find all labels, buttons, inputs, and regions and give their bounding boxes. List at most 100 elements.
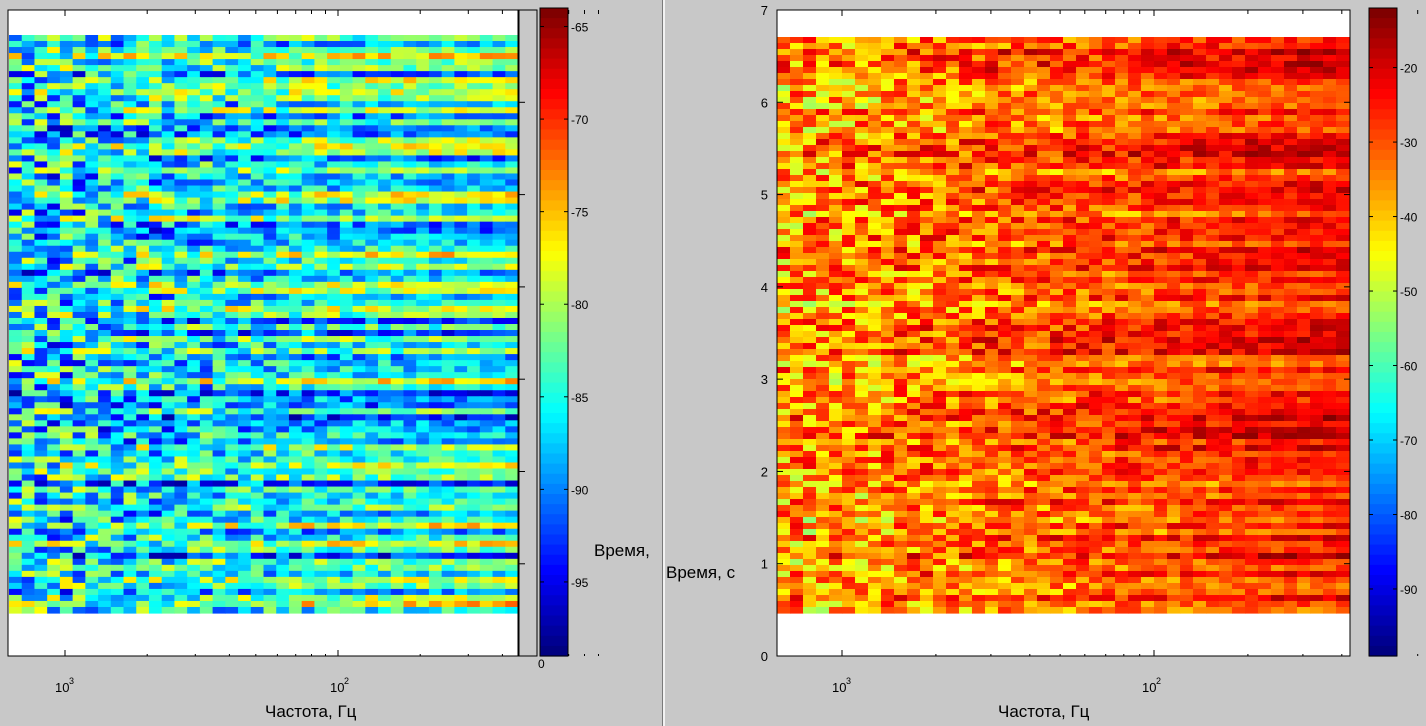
heatmap-cell [454, 378, 468, 385]
heatmap-cell [123, 426, 137, 433]
heatmap-cell [378, 444, 392, 452]
heatmap-cell [225, 414, 239, 421]
heatmap-cell [148, 281, 163, 289]
heatmap-cell [21, 450, 36, 458]
heatmap-cell [314, 594, 328, 602]
heatmap-cell [59, 71, 74, 78]
heatmap-cell [403, 113, 417, 120]
heatmap-cell [136, 396, 150, 403]
heatmap-cell [301, 185, 315, 193]
heatmap-cell [225, 89, 239, 96]
heatmap-cell [301, 390, 315, 397]
heatmap-cell [454, 372, 468, 379]
heatmap-cell [314, 570, 328, 578]
heatmap-cell [327, 149, 341, 157]
heatmap-cell [428, 606, 443, 614]
heatmap-cell [199, 203, 214, 211]
heatmap-cell [72, 564, 86, 572]
heatmap-cell [416, 492, 430, 500]
heatmap-cell [59, 119, 74, 126]
heatmap-cell [85, 456, 99, 464]
heatmap-cell [148, 251, 163, 259]
heatmap-cell [339, 480, 354, 488]
heatmap-cell [339, 209, 354, 217]
heatmap-cell [403, 41, 417, 48]
heatmap-cell [467, 263, 481, 271]
heatmap-cell [454, 330, 468, 337]
heatmap-cell [174, 426, 188, 433]
heatmap-cell [352, 426, 366, 433]
heatmap-cell [148, 354, 163, 361]
heatmap-cell [9, 275, 23, 283]
heatmap-cell [339, 191, 354, 199]
heatmap-cell [263, 336, 277, 343]
heatmap-cell [34, 125, 48, 132]
heatmap-cell [225, 161, 239, 169]
heatmap-cell [136, 480, 150, 488]
heatmap-cell [479, 390, 494, 397]
heatmap-cell [428, 179, 443, 187]
heatmap-cell [72, 107, 86, 114]
heatmap-cell [505, 360, 519, 367]
heatmap-cell [187, 215, 201, 223]
heatmap-cell [136, 245, 150, 253]
heatmap-cell [301, 293, 315, 301]
heatmap-cell [161, 149, 176, 157]
heatmap-cell [492, 492, 506, 500]
heatmap-cell [85, 396, 99, 403]
heatmap-cell [314, 65, 328, 72]
heatmap-cell [352, 77, 366, 84]
colorbar-segment [540, 129, 568, 141]
heatmap-cell [59, 197, 74, 205]
heatmap-cell [467, 197, 481, 205]
heatmap-cell [174, 239, 188, 247]
colorbar-segment [540, 48, 568, 60]
heatmap-cell [98, 396, 112, 403]
heatmap-cell [110, 552, 125, 560]
heatmap-cell [174, 101, 188, 108]
heatmap-cell [479, 95, 494, 102]
heatmap-cell [199, 360, 214, 367]
heatmap-cell [352, 480, 366, 488]
heatmap-cell [276, 384, 290, 391]
heatmap-cell [378, 119, 392, 126]
heatmap-cell [34, 179, 48, 187]
heatmap-cell [174, 41, 188, 48]
heatmap-cell [225, 281, 239, 289]
heatmap-cell [365, 113, 379, 120]
heatmap-cell [34, 492, 48, 500]
heatmap-cell [59, 167, 74, 175]
heatmap-cell [327, 119, 341, 126]
heatmap-cell [212, 149, 226, 157]
heatmap-cell [212, 251, 226, 259]
heatmap-cell [467, 510, 481, 518]
heatmap-cell [72, 239, 86, 247]
heatmap-cell [327, 474, 341, 482]
heatmap-cell [479, 197, 494, 205]
heatmap-cell [161, 348, 176, 355]
heatmap-cell [9, 588, 23, 596]
heatmap-cell [9, 221, 23, 229]
heatmap-cell [199, 101, 214, 108]
heatmap-cell [454, 53, 468, 60]
heatmap-cell [288, 540, 303, 548]
heatmap-cell [416, 390, 430, 397]
heatmap-cell [416, 257, 430, 265]
heatmap-cell [479, 432, 494, 439]
heatmap-cell [403, 474, 417, 482]
heatmap-cell [314, 390, 328, 397]
heatmap-cell [365, 251, 379, 259]
heatmap-cell [148, 113, 163, 120]
heatmap-cell [479, 600, 494, 608]
heatmap-cell [110, 107, 125, 114]
heatmap-cell [263, 522, 277, 530]
heatmap-cell [174, 480, 188, 488]
heatmap-cell [34, 540, 48, 548]
heatmap-cell [199, 540, 214, 548]
heatmap-cell [428, 330, 443, 337]
heatmap-cell [212, 426, 226, 433]
heatmap-cell [301, 179, 315, 187]
heatmap-cell [136, 588, 150, 596]
heatmap-cell [314, 113, 328, 120]
heatmap-cell [263, 101, 277, 108]
